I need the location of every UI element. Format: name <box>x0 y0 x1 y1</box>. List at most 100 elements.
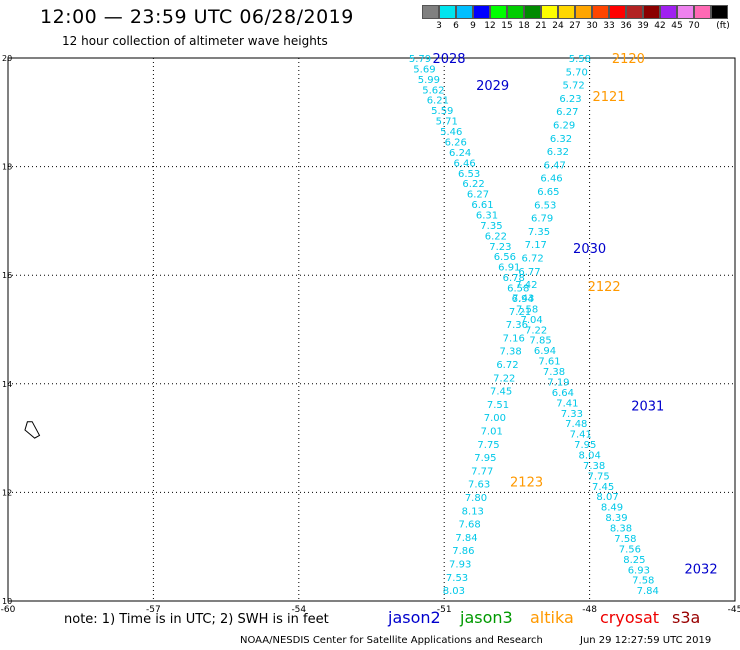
wave-height-value: 7.17 <box>525 240 547 251</box>
wave-height-value: 6.27 <box>556 107 578 118</box>
wave-height-value: 6.24 <box>449 148 471 159</box>
wave-height-value: 7.68 <box>459 520 481 531</box>
wave-height-value: 5.58 <box>569 54 591 65</box>
wave-height-value: 7.41 <box>556 398 578 409</box>
wave-height-value: 7.84 <box>637 586 659 597</box>
footnote: note: 1) Time is in UTC; 2) SWH is in fe… <box>64 612 329 627</box>
wave-height-value: 7.48 <box>565 419 587 430</box>
pass-label-2028: 2028 <box>432 52 465 67</box>
wave-height-value: 7.22 <box>493 373 515 384</box>
wave-height-value: 6.77 <box>518 267 540 278</box>
y-tick-label: 20 <box>2 54 12 63</box>
wave-height-value: 7.00 <box>484 413 506 424</box>
wave-height-value: 5.59 <box>431 106 453 117</box>
y-tick-label: 14 <box>2 380 12 389</box>
pass-label-2122: 2122 <box>588 280 621 295</box>
wave-height-value: 8.04 <box>579 450 601 461</box>
wave-height-value: 7.95 <box>474 453 496 464</box>
wave-height-value: 6.32 <box>547 147 569 158</box>
wave-height-value: 8.39 <box>605 513 627 524</box>
wave-height-value: 8.13 <box>462 506 484 517</box>
wave-height-value: 6.53 <box>458 169 480 180</box>
x-tick-label: -48 <box>582 605 597 615</box>
wave-height-value: 6.56 <box>494 252 516 263</box>
pass-label-2121: 2121 <box>592 90 625 105</box>
wave-height-value: 7.93 <box>449 560 471 571</box>
y-tick-label: 16 <box>2 271 12 280</box>
wave-height-value: 6.72 <box>522 254 544 265</box>
wave-height-value: 7.35 <box>480 221 502 232</box>
wave-height-map: -60 -57 -54 -51 -48 -45101214161820 5.795.695.… <box>0 0 740 650</box>
wave-height-value: 7.35 <box>528 227 550 238</box>
pass-label-2031: 2031 <box>631 400 664 415</box>
wave-height-value: 7.23 <box>489 242 511 253</box>
wave-height-value: 6.26 <box>445 137 467 148</box>
wave-height-value: 5.99 <box>418 75 440 86</box>
wave-height-value: 7.38 <box>499 347 521 358</box>
wave-height-value: 6.61 <box>471 200 493 211</box>
wave-height-value: 7.41 <box>570 430 592 441</box>
wave-height-value: 5.72 <box>562 81 584 92</box>
x-tick-label: -60 <box>1 605 16 615</box>
wave-height-value: 6.31 <box>476 211 498 222</box>
pass-label-2032: 2032 <box>685 562 718 577</box>
wave-height-value: 7.75 <box>477 440 499 451</box>
wave-height-value: 7.38 <box>583 461 605 472</box>
wave-height-value: 6.29 <box>553 121 575 132</box>
wave-height-value: 7.45 <box>490 387 512 398</box>
legend-entry-jason2: jason2 <box>388 608 441 627</box>
wave-height-value: 6.32 <box>550 134 572 145</box>
legend-entry-cryosat: cryosat <box>600 608 659 627</box>
wave-height-value: 8.49 <box>601 503 623 514</box>
wave-height-value: 5.62 <box>422 85 444 96</box>
legend-entry-s3a: s3a <box>672 608 700 627</box>
y-tick-label: 12 <box>2 488 12 497</box>
wave-height-value: 7.58 <box>614 534 636 545</box>
wave-height-value: 6.79 <box>531 214 553 225</box>
credit-line: NOAA/NESDIS Center for Satellite Applica… <box>240 635 543 646</box>
x-tick-label: -45 <box>728 605 740 615</box>
wave-height-value: 7.38 <box>543 367 565 378</box>
wave-height-value: 6.53 <box>534 200 556 211</box>
pass-label-2123: 2123 <box>510 476 543 491</box>
legend-entry-altika: altika <box>530 608 574 627</box>
wave-height-value: 6.46 <box>540 174 562 185</box>
wave-height-value: 7.16 <box>503 333 525 344</box>
wave-height-value: 7.36 <box>506 320 528 331</box>
wave-height-value: 7.43 <box>512 293 534 304</box>
pass-label-2030: 2030 <box>573 242 606 257</box>
generated-timestamp: Jun 29 12:27:59 UTC 2019 <box>580 635 711 646</box>
pass-label-2029: 2029 <box>476 79 509 94</box>
wave-height-value: 7.51 <box>487 400 509 411</box>
wave-height-value: 5.70 <box>566 67 588 78</box>
wave-height-value: 6.64 <box>552 388 574 399</box>
wave-height-value: 7.42 <box>515 280 537 291</box>
wave-height-value: 6.21 <box>427 96 449 107</box>
island-outline <box>25 422 40 438</box>
wave-height-value: 7.58 <box>632 576 654 587</box>
wave-height-value: 7.21 <box>509 307 531 318</box>
wave-height-value: 6.46 <box>453 158 475 169</box>
wave-height-value: 6.94 <box>534 346 556 357</box>
wave-height-value: 7.56 <box>619 544 641 555</box>
wave-height-value: 7.22 <box>525 325 547 336</box>
legend-entry-jason3: jason3 <box>460 608 513 627</box>
y-tick-label: 18 <box>2 163 12 172</box>
wave-height-value: 7.75 <box>587 471 609 482</box>
wave-height-value: 7.86 <box>452 546 474 557</box>
wave-height-value: 6.22 <box>485 231 507 242</box>
wave-height-value: 8.25 <box>623 555 645 566</box>
wave-height-value: 5.46 <box>440 127 462 138</box>
wave-height-value: 5.79 <box>409 54 431 65</box>
wave-height-value: 6.22 <box>462 179 484 190</box>
wave-height-value: 7.53 <box>446 573 468 584</box>
wave-height-value: 7.95 <box>574 440 596 451</box>
y-tick-label: 10 <box>2 597 12 606</box>
wave-height-value: 7.84 <box>455 533 477 544</box>
wave-height-value: 6.65 <box>537 187 559 198</box>
wave-height-value: 8.38 <box>610 524 632 535</box>
wave-height-value: 7.33 <box>561 409 583 420</box>
wave-height-value: 5.71 <box>436 117 458 128</box>
wave-height-value: 7.85 <box>529 336 551 347</box>
wave-height-value: 7.19 <box>547 377 569 388</box>
